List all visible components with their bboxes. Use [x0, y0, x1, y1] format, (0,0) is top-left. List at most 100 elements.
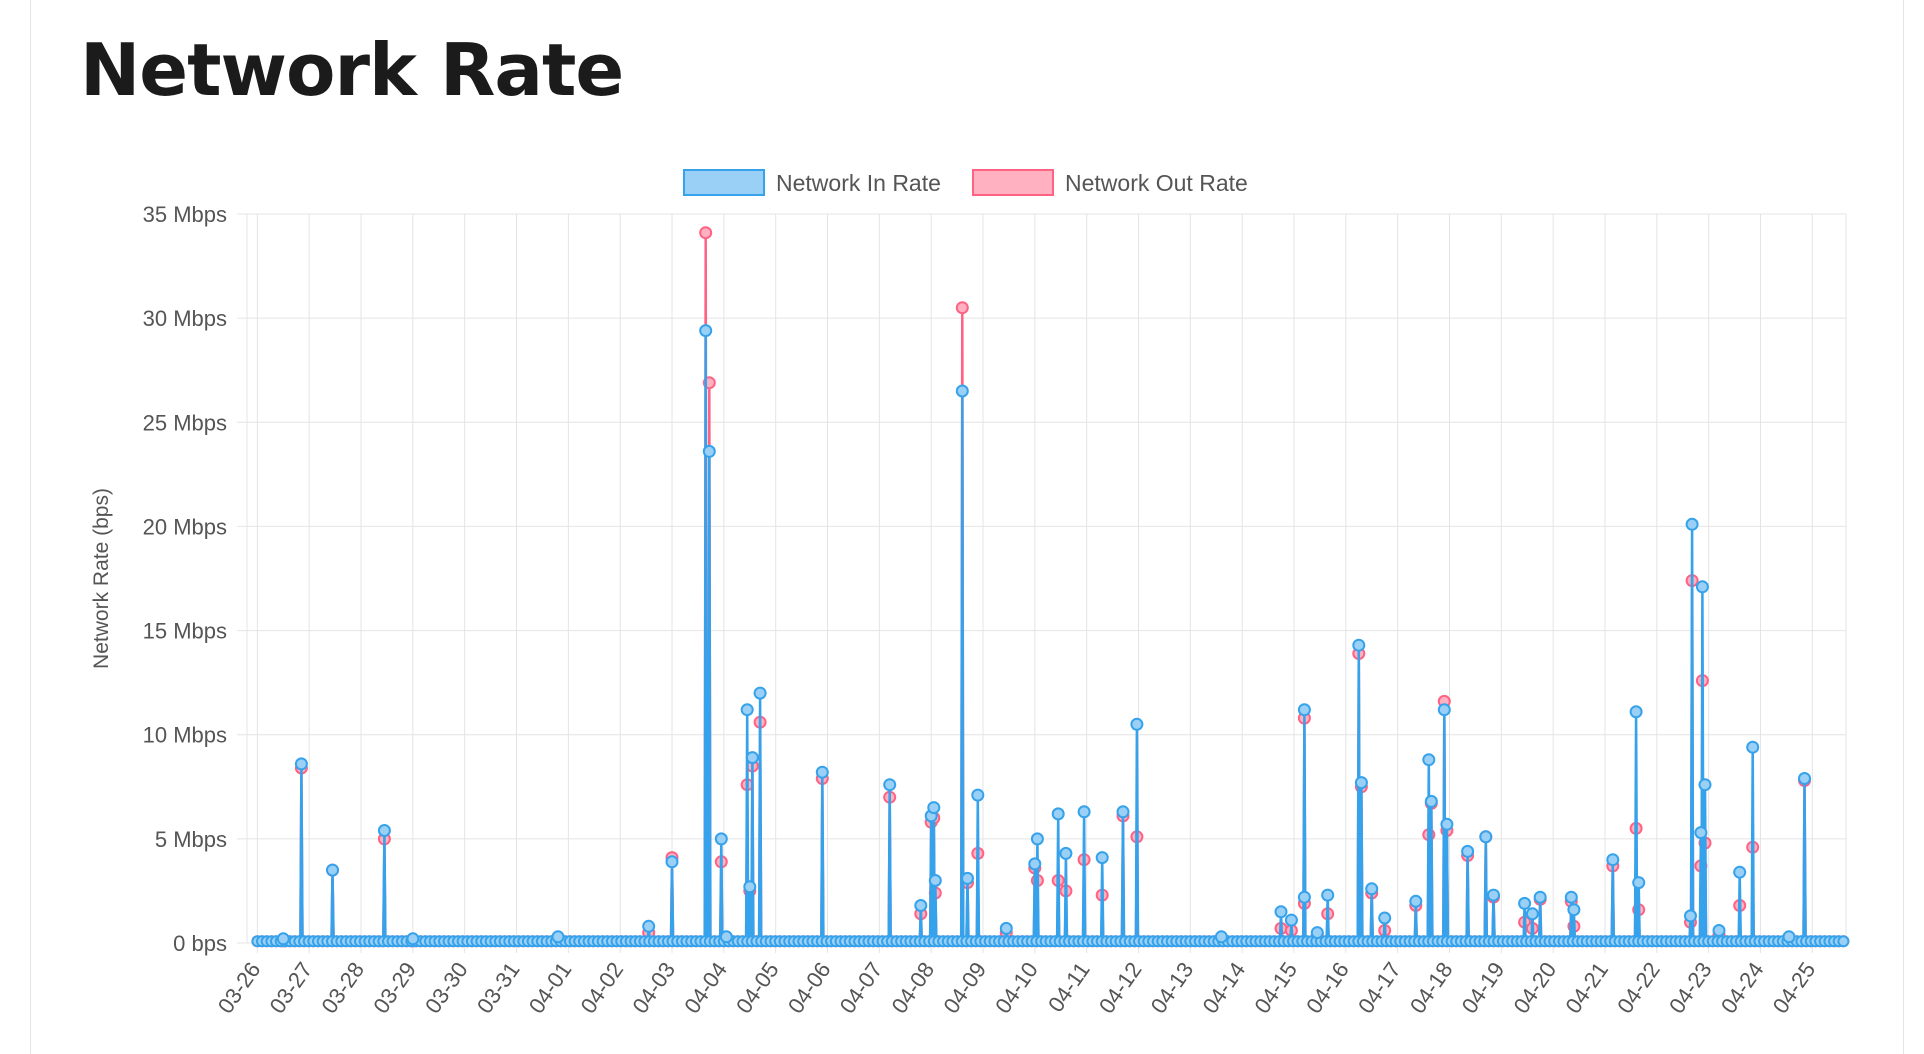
series-line — [256, 231, 1842, 944]
data-point[interactable] — [1629, 705, 1643, 719]
x-tick-label: 04-14 — [1197, 958, 1250, 1018]
y-tick-label: 20 Mbps — [143, 514, 227, 539]
data-point[interactable] — [1116, 805, 1130, 819]
data-point[interactable] — [1130, 717, 1144, 731]
data-point[interactable] — [1606, 853, 1620, 867]
data-point[interactable] — [1409, 894, 1423, 908]
legend-swatch — [972, 169, 1054, 196]
data-point[interactable] — [1684, 909, 1697, 923]
series-network-in — [251, 324, 1850, 948]
data-point[interactable] — [1695, 580, 1709, 594]
data-point[interactable] — [1698, 778, 1712, 792]
x-tick-label: 04-07 — [835, 958, 888, 1018]
data-point[interactable] — [745, 751, 759, 765]
chart-grid — [237, 213, 1847, 953]
y-axis-title: Network Rate (bps) — [90, 488, 113, 669]
data-point[interactable] — [1461, 844, 1475, 858]
x-tick-label: 04-22 — [1612, 958, 1665, 1018]
data-point[interactable] — [914, 899, 928, 912]
data-point[interactable] — [1051, 807, 1065, 821]
x-tick-label: 03-27 — [265, 958, 318, 1018]
data-point[interactable] — [1310, 926, 1324, 940]
y-tick-label: 35 Mbps — [143, 202, 227, 227]
data-point[interactable] — [294, 757, 308, 771]
data-point[interactable] — [699, 324, 713, 338]
x-tick-label: 04-23 — [1664, 958, 1717, 1018]
data-point[interactable] — [1352, 638, 1366, 652]
data-point[interactable] — [1297, 703, 1311, 717]
data-point[interactable] — [961, 871, 974, 885]
data-point[interactable] — [740, 703, 754, 717]
data-point[interactable] — [1694, 826, 1708, 840]
data-point[interactable] — [1274, 905, 1288, 919]
data-point[interactable] — [1685, 517, 1699, 531]
data-point[interactable] — [1284, 913, 1298, 927]
data-point[interactable] — [1424, 794, 1438, 808]
chart-legend: Network In Rate Network Out Rate — [683, 169, 1248, 196]
data-point[interactable] — [955, 301, 969, 315]
x-tick-label: 04-18 — [1405, 958, 1458, 1018]
data-point[interactable] — [955, 384, 969, 398]
data-point[interactable] — [1564, 890, 1578, 904]
data-point[interactable] — [326, 863, 339, 877]
data-point[interactable] — [1632, 876, 1646, 890]
data-point[interactable] — [702, 444, 716, 458]
data-point[interactable] — [276, 932, 290, 946]
data-point[interactable] — [377, 824, 391, 837]
data-point[interactable] — [927, 801, 941, 815]
data-point[interactable] — [1798, 772, 1811, 785]
data-point[interactable] — [753, 686, 767, 700]
data-point[interactable] — [1525, 907, 1539, 921]
data-point[interactable] — [1712, 924, 1726, 937]
data-point[interactable] — [1782, 930, 1796, 944]
x-tick-label: 03-26 — [213, 958, 266, 1018]
legend-swatch — [683, 169, 765, 196]
data-point[interactable] — [642, 919, 656, 933]
data-point[interactable] — [1422, 753, 1436, 767]
data-point[interactable] — [1518, 896, 1532, 910]
y-tick-label: 15 Mbps — [143, 619, 227, 644]
data-point[interactable] — [1533, 890, 1547, 904]
data-point[interactable] — [1354, 776, 1368, 790]
y-tick-label: 10 Mbps — [143, 723, 227, 748]
data-point[interactable] — [406, 932, 420, 946]
data-point[interactable] — [1321, 888, 1335, 902]
data-point[interactable] — [1733, 865, 1747, 879]
x-tick-label: 04-12 — [1094, 958, 1147, 1018]
data-point[interactable] — [1028, 857, 1042, 871]
data-point[interactable] — [1440, 817, 1454, 831]
data-point[interactable] — [743, 880, 757, 894]
data-point[interactable] — [1030, 832, 1044, 846]
data-point[interactable] — [714, 832, 728, 846]
x-tick-label: 04-16 — [1301, 958, 1354, 1018]
chart-series — [251, 226, 1850, 948]
data-point[interactable] — [1437, 703, 1451, 717]
data-point[interactable] — [699, 226, 713, 240]
x-tick-label: 04-05 — [731, 958, 784, 1018]
data-point[interactable] — [719, 930, 733, 944]
data-point[interactable] — [1365, 882, 1379, 896]
x-tick-label: 04-02 — [576, 958, 629, 1018]
data-point[interactable] — [1297, 890, 1311, 904]
y-tick-label: 30 Mbps — [143, 306, 227, 331]
x-tick-label: 04-10 — [990, 958, 1043, 1018]
x-tick-label: 03-30 — [420, 958, 473, 1018]
x-axis: 03-26 03-27 03-28 03-29 03-30 03-31 04-01 04-02… — [213, 958, 1821, 1018]
data-point[interactable] — [665, 855, 679, 869]
data-point[interactable] — [999, 921, 1013, 935]
data-point[interactable] — [1214, 930, 1228, 944]
data-point[interactable] — [928, 874, 942, 887]
data-point[interactable] — [1746, 740, 1760, 754]
data-point[interactable] — [971, 788, 985, 802]
data-point[interactable] — [1059, 846, 1073, 860]
data-point[interactable] — [551, 930, 565, 944]
data-point[interactable] — [1077, 805, 1091, 819]
data-point[interactable] — [815, 765, 829, 779]
data-point[interactable] — [1378, 911, 1392, 925]
data-point[interactable] — [1479, 830, 1493, 844]
data-point[interactable] — [1567, 903, 1581, 917]
data-point[interactable] — [883, 778, 897, 792]
x-tick-label: 04-11 — [1043, 958, 1095, 1017]
data-point[interactable] — [1095, 851, 1109, 865]
data-point[interactable] — [1487, 888, 1500, 902]
